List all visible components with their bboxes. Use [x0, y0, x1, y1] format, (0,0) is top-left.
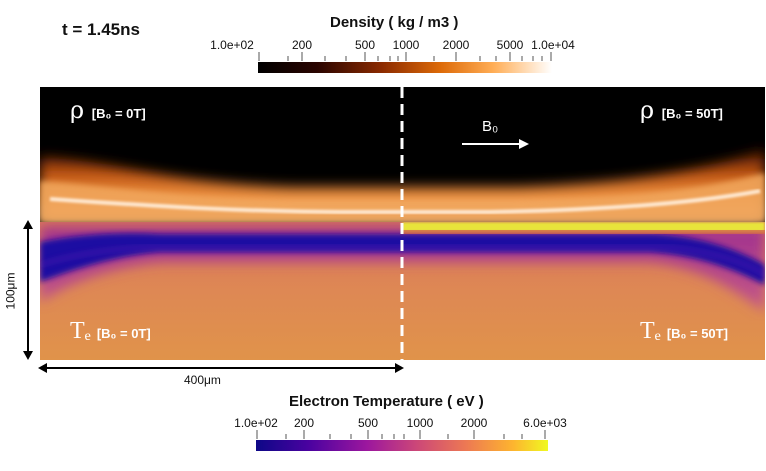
- height-label: 100μm: [3, 272, 18, 310]
- temperature-tick: 1000: [406, 416, 434, 430]
- field-label: B₀: [482, 118, 499, 135]
- temperature-colorbar: [256, 430, 548, 451]
- temperature-tick: 500: [357, 416, 379, 430]
- height-arrow: [23, 220, 33, 360]
- rho-left-label: ρ [B₀ = 0T]: [70, 96, 146, 124]
- density-tick: 1000: [392, 38, 420, 52]
- density-tick: 5000: [496, 38, 524, 52]
- density-tick: 1.0e+02: [210, 38, 254, 52]
- rho-right-label: ρ [B₀ = 50T]: [640, 96, 723, 124]
- density-tick: 1.0e+04: [531, 38, 575, 52]
- simulation-plot: [40, 87, 765, 360]
- density-tick: 200: [291, 38, 313, 52]
- density-tick: 500: [354, 38, 376, 52]
- te-right-label: Tₑ [B₀ = 50T]: [640, 318, 728, 344]
- temperature-tick: 6.0e+03: [523, 416, 567, 430]
- width-label: 400μm: [184, 373, 221, 387]
- density-colorbar-title: Density ( kg / m3 ): [330, 14, 459, 31]
- temperature-tick: 2000: [460, 416, 488, 430]
- density-tick: 2000: [442, 38, 470, 52]
- temperature-colorbar-title: Electron Temperature ( eV ): [289, 393, 484, 410]
- temperature-tick: 200: [293, 416, 315, 430]
- density-colorbar: [258, 52, 552, 73]
- time-label: t = 1.45ns: [62, 20, 140, 39]
- temperature-tick: 1.0e+02: [234, 416, 278, 430]
- te-left-label: Tₑ [B₀ = 0T]: [70, 318, 151, 344]
- width-arrow: [38, 363, 404, 373]
